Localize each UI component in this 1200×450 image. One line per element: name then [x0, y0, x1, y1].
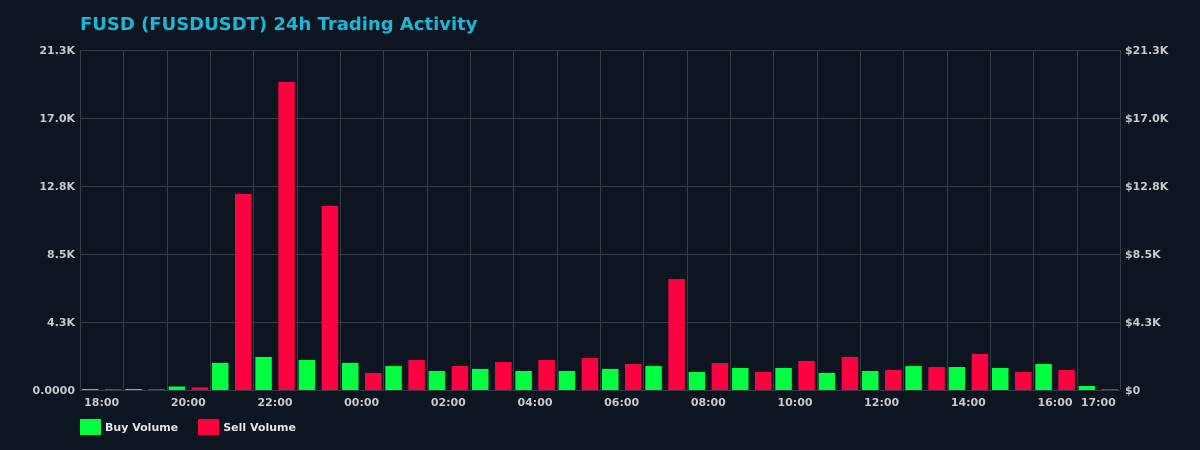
- chart-title: FUSD (FUSDUSDT) 24h Trading Activity: [80, 14, 478, 35]
- sell-bar: [841, 356, 859, 390]
- buy-bar: [645, 366, 662, 390]
- sell-bar: [495, 362, 512, 390]
- buy-bar: [168, 386, 186, 390]
- y-axis-left: 0.0000 4.3K 8.5K 12.8K 17.0K 21.3K: [33, 44, 76, 397]
- y-tick-label-right: $12.8K: [1125, 180, 1169, 193]
- x-tick-label: 22:00: [257, 396, 292, 409]
- buy-bar: [775, 367, 792, 390]
- sell-swatch: [198, 419, 220, 435]
- sell-bar: [798, 360, 815, 390]
- x-tick-label: 14:00: [951, 396, 986, 409]
- y-tick-label-right: $17.0K: [1125, 112, 1169, 125]
- sell-bar: [625, 363, 642, 390]
- y-tick-label-left: 17.0K: [39, 112, 75, 125]
- x-tick-label: 02:00: [431, 396, 466, 409]
- y-tick-label-right: $21.3K: [1125, 44, 1169, 57]
- buy-bar: [82, 389, 99, 390]
- legend-label-sell: Sell Volume: [223, 420, 296, 434]
- buy-swatch: [80, 419, 101, 435]
- sell-bar: [668, 279, 685, 390]
- x-tick-label: 06:00: [604, 396, 639, 409]
- legend-item-sell[interactable]: Sell Volume: [198, 419, 296, 435]
- buy-bar: [948, 367, 966, 390]
- buy-bar: [255, 356, 272, 390]
- sell-bar: [105, 389, 122, 390]
- buy-bar: [298, 359, 316, 390]
- sell-bar: [1101, 389, 1119, 390]
- buy-bar: [515, 371, 532, 390]
- x-tick-label: 04:00: [517, 396, 552, 409]
- buy-bar: [472, 368, 489, 390]
- grid: [80, 50, 1121, 391]
- x-tick-label: 20:00: [171, 396, 206, 409]
- sell-bar: [1058, 370, 1075, 390]
- buy-bar: [125, 389, 142, 390]
- buy-bar: [212, 362, 229, 390]
- y-axis-right: $0 $4.3K $8.5K $12.8K $17.0K $21.3K: [1125, 44, 1169, 397]
- y-tick-label-left: 12.8K: [39, 180, 75, 193]
- sell-bar: [538, 359, 555, 390]
- buy-bar: [385, 366, 402, 390]
- buy-bar: [905, 366, 922, 390]
- sell-bar: [235, 193, 252, 390]
- buy-bar: [558, 371, 576, 390]
- x-tick-label: 16:00: [1037, 396, 1072, 409]
- buy-bar: [862, 371, 879, 390]
- sell-bar: [755, 371, 772, 390]
- sell-bar: [408, 359, 425, 390]
- y-tick-label-right: $0: [1125, 384, 1141, 397]
- buy-bar: [602, 368, 619, 390]
- x-axis: 18:00 20:00 22:00 00:00 02:00 04:00 06:00 08:00…: [84, 396, 1116, 409]
- buy-bar: [1078, 386, 1096, 390]
- buy-bar: [688, 371, 706, 390]
- y-tick-label-left: 0.0000: [33, 384, 76, 397]
- sell-bar: [971, 353, 989, 390]
- sell-bar: [711, 363, 729, 390]
- x-tick-label: 12:00: [864, 396, 899, 409]
- x-tick-label: 17:00: [1081, 396, 1116, 409]
- buy-bar: [1035, 363, 1052, 390]
- y-tick-label-right: $8.5K: [1125, 248, 1161, 261]
- buy-bar: [732, 367, 749, 390]
- sell-bar: [365, 372, 382, 390]
- y-tick-label-right: $4.3K: [1125, 316, 1161, 329]
- sell-bar: [148, 389, 165, 390]
- sell-bar: [278, 81, 295, 391]
- buy-bar: [818, 372, 836, 390]
- x-tick-label: 10:00: [777, 396, 812, 409]
- x-tick-label: 08:00: [691, 396, 726, 409]
- bars: [82, 81, 1119, 391]
- sell-bar: [885, 370, 902, 390]
- buy-bar: [428, 371, 446, 390]
- buy-bar: [992, 367, 1009, 390]
- buy-bar: [342, 362, 359, 390]
- y-tick-label-left: 21.3K: [39, 44, 75, 57]
- sell-bar: [928, 367, 945, 390]
- sell-bar: [191, 387, 209, 390]
- y-tick-label-left: 8.5K: [47, 248, 75, 261]
- sell-bar: [1015, 371, 1032, 390]
- legend-item-buy[interactable]: Buy Volume: [80, 419, 178, 435]
- sell-bar: [321, 205, 339, 390]
- x-tick-label: 00:00: [344, 396, 379, 409]
- legend-label-buy: Buy Volume: [105, 420, 179, 434]
- sell-bar: [451, 366, 469, 390]
- y-tick-label-left: 4.3K: [47, 316, 75, 329]
- legend: Buy Volume Sell Volume: [80, 419, 316, 435]
- x-tick-label: 18:00: [84, 396, 119, 409]
- sell-bar: [581, 358, 599, 390]
